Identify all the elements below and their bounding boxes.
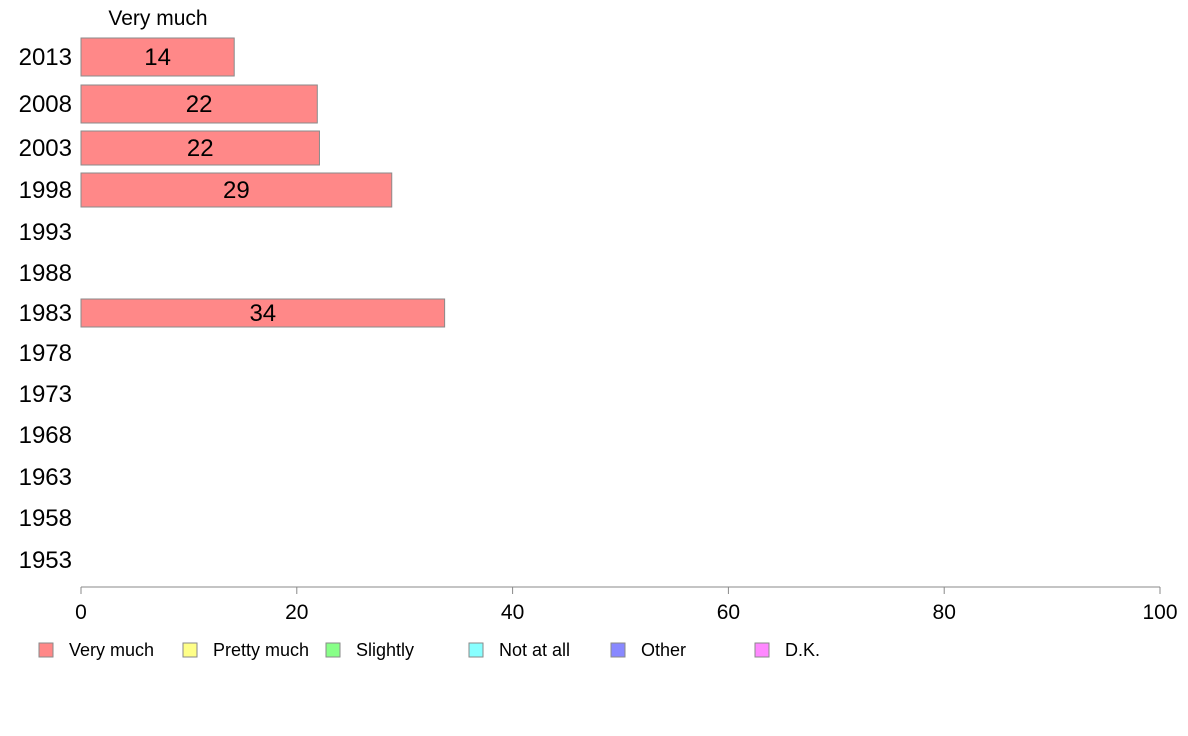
year-labels-group: 2013 2008 2003 1998 1993 1988 1983 1978 1973 1968… [19,44,72,574]
year-label-2013: 2013 [19,44,72,71]
x-tick-label-20: 20 [285,601,308,624]
series-header: Very much [108,7,207,30]
year-label-1958: 1958 [19,505,72,532]
bar-value-label-1998: 29 [223,177,250,204]
legend-label-pretty-much: Pretty much [213,640,309,660]
bar-2008 [80,84,318,124]
legend-label-not-at-all: Not at all [499,640,570,660]
year-label-1993: 1993 [19,219,72,246]
legend-label-very-much: Very much [69,640,154,660]
year-label-1953: 1953 [19,547,72,574]
x-tick-label-60: 60 [717,601,740,624]
x-tick-label-100: 100 [1142,601,1177,624]
legend-label-d-k: D.K. [785,640,820,660]
year-label-2008: 2008 [19,91,72,118]
legend-swatch-slightly [325,642,341,658]
bars-group: 14 22 22 29 34 [80,37,446,328]
legend-label-slightly: Slightly [356,640,414,660]
bar-value-label-1983: 34 [249,300,276,327]
bar-1983 [80,298,446,328]
legend-swatch-d-k [754,642,770,658]
bar-1998 [80,172,393,208]
year-label-1968: 1968 [19,422,72,449]
year-label-1978: 1978 [19,340,72,367]
legend-label-other: Other [641,640,686,660]
year-label-1963: 1963 [19,464,72,491]
x-tick-label-0: 0 [75,601,87,624]
x-tick-label-40: 40 [501,601,524,624]
year-label-1998: 1998 [19,177,72,204]
year-label-2003: 2003 [19,135,72,162]
x-tick-label-80: 80 [933,601,956,624]
bar-value-label-2013: 14 [144,44,171,71]
bar-2003 [80,130,320,166]
x-axis: 0 20 40 60 80 100 [75,586,1178,624]
year-label-1988: 1988 [19,260,72,287]
legend-swatch-not-at-all [468,642,484,658]
legend-swatch-very-much [38,642,54,658]
legend: Very much Pretty much Slightly Not at all Ot… [38,640,820,660]
year-label-1983: 1983 [19,300,72,327]
bar-value-label-2003: 22 [187,135,214,162]
year-label-1973: 1973 [19,381,72,408]
bar-value-label-2008: 22 [186,91,213,118]
bar-2013 [80,37,235,77]
legend-swatch-other [610,642,626,658]
legend-swatch-pretty-much [182,642,198,658]
